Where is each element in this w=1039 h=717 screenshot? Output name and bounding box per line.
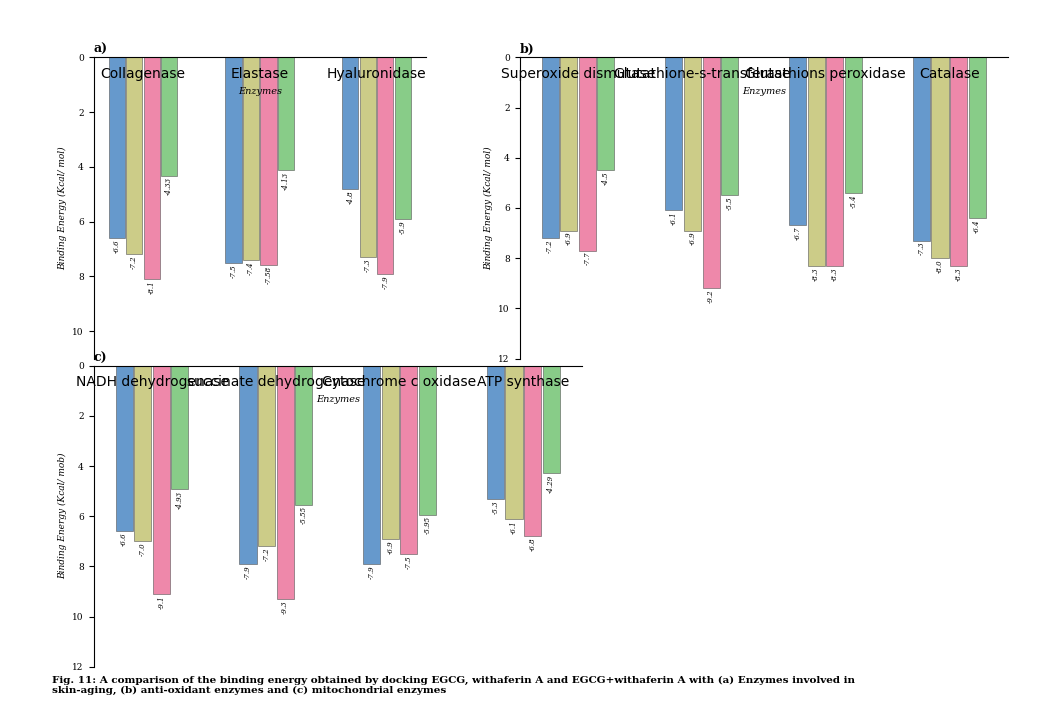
Text: -8.1: -8.1 [148, 280, 156, 294]
Bar [225, 57, 241, 262]
X-axis label: Enzymes: Enzymes [742, 87, 785, 95]
Text: -5.95: -5.95 [423, 516, 431, 534]
Text: -7.7: -7.7 [583, 252, 591, 265]
Bar [295, 366, 312, 505]
Bar [258, 366, 275, 546]
Text: -7.5: -7.5 [230, 264, 238, 277]
Bar [395, 57, 410, 219]
Bar [134, 366, 152, 541]
Text: -5.9: -5.9 [399, 220, 407, 234]
Text: -7.0: -7.0 [139, 543, 146, 556]
Bar [109, 57, 125, 238]
Text: -8.0: -8.0 [936, 260, 944, 273]
Text: -7.58: -7.58 [265, 266, 272, 285]
Text: -9.1: -9.1 [157, 595, 165, 609]
Bar [364, 366, 380, 564]
Text: c): c) [94, 351, 107, 364]
Bar [542, 366, 560, 473]
Y-axis label: Binding Energy (Kcal/ mob): Binding Energy (Kcal/ mob) [57, 453, 66, 579]
Bar [807, 57, 825, 266]
Text: -7.9: -7.9 [244, 565, 252, 579]
Bar [359, 57, 376, 257]
Text: b): b) [520, 43, 534, 56]
Text: -7.5: -7.5 [405, 555, 412, 569]
Bar [579, 57, 596, 251]
X-axis label: Enzymes: Enzymes [238, 87, 282, 95]
Bar [377, 57, 394, 274]
Text: -4.93: -4.93 [176, 490, 184, 509]
Text: -6.7: -6.7 [794, 227, 802, 240]
Text: -6.1: -6.1 [670, 212, 678, 225]
Text: -6.9: -6.9 [689, 232, 696, 245]
Text: -4.33: -4.33 [165, 177, 174, 196]
Text: -8.3: -8.3 [812, 267, 820, 280]
Bar [419, 366, 436, 515]
Bar [143, 57, 160, 279]
Text: -5.3: -5.3 [491, 500, 500, 513]
Text: -7.4: -7.4 [247, 261, 255, 275]
Text: -6.9: -6.9 [387, 540, 394, 554]
Text: -6.9: -6.9 [565, 232, 572, 245]
Bar [381, 366, 399, 539]
Text: -4.29: -4.29 [548, 475, 555, 493]
Bar [153, 366, 170, 594]
Bar [597, 57, 614, 171]
Bar [931, 57, 949, 258]
Text: -6.6: -6.6 [121, 533, 128, 546]
Bar [721, 57, 738, 195]
Text: -7.3: -7.3 [364, 259, 372, 272]
Text: -6.6: -6.6 [112, 239, 121, 253]
Text: a): a) [94, 43, 108, 56]
Bar [342, 57, 358, 189]
Text: -8.3: -8.3 [831, 267, 838, 280]
Bar [826, 57, 844, 266]
Text: -7.2: -7.2 [547, 239, 554, 253]
Bar [126, 57, 142, 255]
Bar [968, 57, 986, 218]
Bar [950, 57, 967, 266]
Text: -7.9: -7.9 [381, 275, 390, 289]
Text: -4.5: -4.5 [602, 171, 610, 185]
Text: -5.4: -5.4 [849, 194, 857, 208]
Bar [400, 366, 418, 554]
Bar [845, 57, 862, 193]
Text: -6.4: -6.4 [974, 219, 981, 233]
Bar [276, 366, 294, 599]
Text: -6.8: -6.8 [529, 538, 536, 551]
Text: -7.9: -7.9 [368, 565, 376, 579]
Text: -5.5: -5.5 [725, 196, 734, 210]
Bar [790, 57, 806, 225]
Bar [278, 57, 294, 171]
Bar [261, 57, 276, 265]
X-axis label: Enzymes: Enzymes [316, 395, 359, 404]
Bar [702, 57, 720, 288]
Y-axis label: Binding Energy (Kcal/ mol): Binding Energy (Kcal/ mol) [57, 146, 66, 270]
Text: -5.55: -5.55 [299, 506, 308, 524]
Bar [115, 366, 133, 531]
Text: -4.13: -4.13 [282, 172, 290, 190]
Bar [487, 366, 504, 499]
Text: Fig. 11: A comparison of the binding energy obtained by docking EGCG, withaferin: Fig. 11: A comparison of the binding ene… [52, 676, 855, 695]
Text: -6.1: -6.1 [510, 520, 518, 533]
Bar [161, 57, 178, 176]
Y-axis label: Binding Energy (Kcal/ mol): Binding Energy (Kcal/ mol) [483, 146, 492, 270]
Bar [505, 366, 523, 519]
Bar [524, 366, 541, 536]
Text: -7.3: -7.3 [917, 242, 926, 255]
Bar [243, 57, 259, 260]
Text: -9.2: -9.2 [708, 290, 715, 303]
Text: -7.2: -7.2 [130, 256, 138, 270]
Text: -8.3: -8.3 [955, 267, 962, 280]
Bar [665, 57, 683, 211]
Bar [560, 57, 578, 231]
Text: -9.3: -9.3 [282, 600, 289, 614]
Bar [684, 57, 701, 231]
Text: -4.8: -4.8 [346, 190, 354, 204]
Bar [541, 57, 559, 238]
Bar [239, 366, 257, 564]
Bar [171, 366, 188, 490]
Text: -7.2: -7.2 [263, 548, 270, 561]
Bar [913, 57, 930, 241]
